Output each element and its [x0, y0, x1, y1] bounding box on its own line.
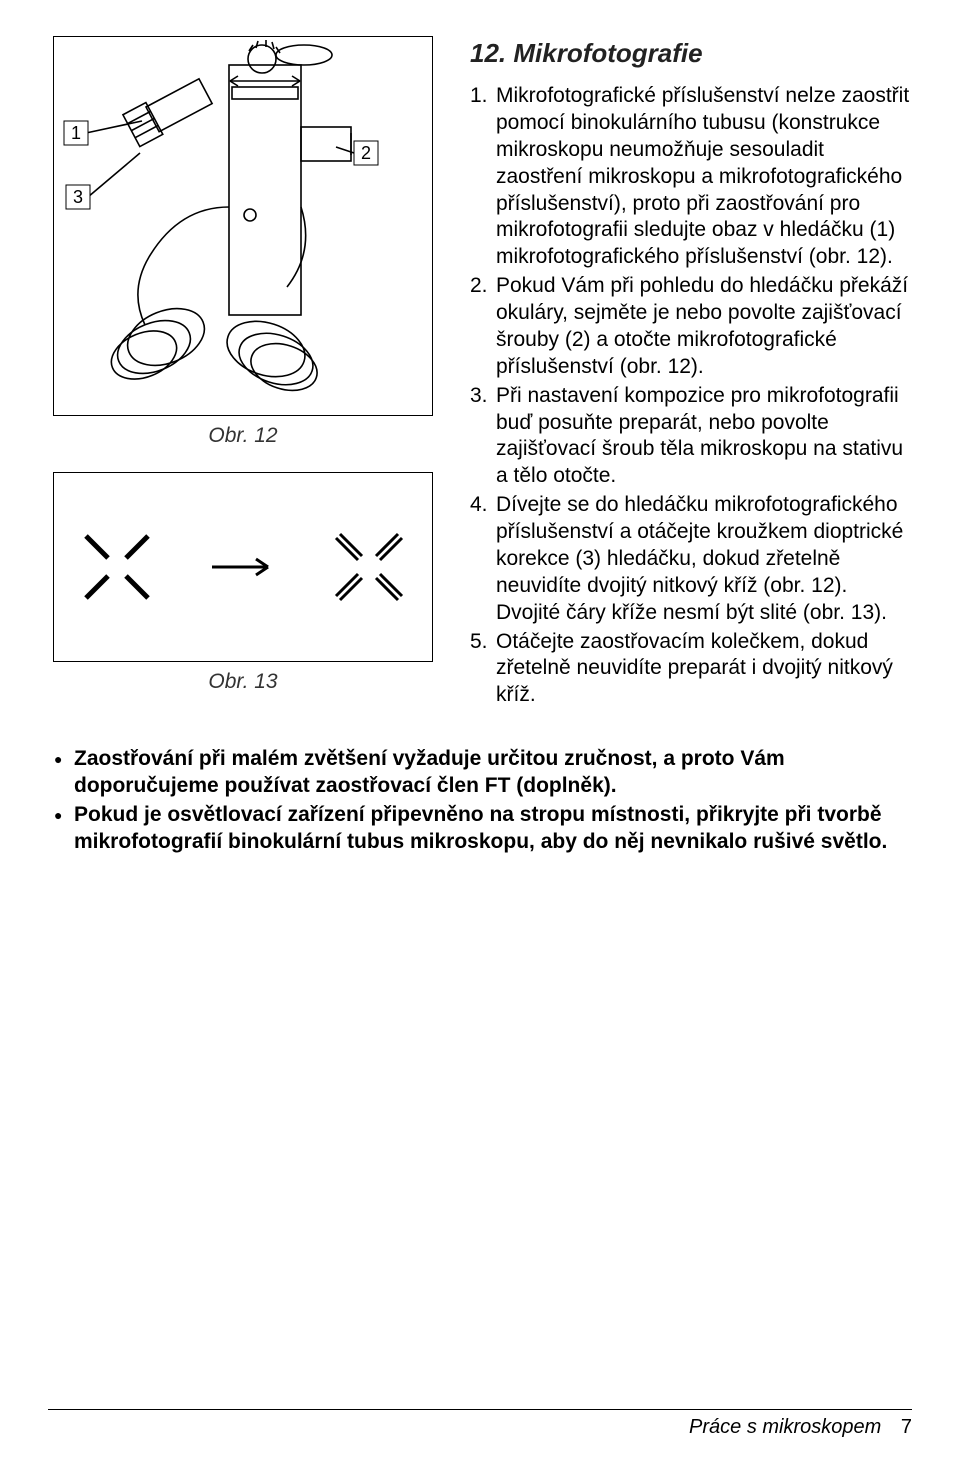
note-text: Zaostřování při malém zvětšení vyžaduje …: [74, 746, 906, 800]
list-item: 5. Otáčejte zaostřovacím kolečkem, dokud…: [470, 629, 912, 710]
callout-1-label: 1: [71, 123, 81, 143]
notes-block: ● Zaostřování při malém zvětšení vyžaduj…: [48, 746, 912, 856]
list-text: Pokud Vám při pohledu do hledáčku překáž…: [496, 273, 912, 381]
list-number: 2.: [470, 273, 496, 381]
figure-13-caption: Obr. 13: [208, 670, 277, 694]
bullet-icon: ●: [54, 802, 74, 856]
list-text: Při nastavení kompozice pro mikrofotogra…: [496, 383, 912, 491]
list-number: 4.: [470, 492, 496, 626]
footer-page-number: 7: [901, 1416, 912, 1438]
note-item: ● Zaostřování při malém zvětšení vyžaduj…: [54, 746, 906, 800]
list-text: Mikrofotografické příslušenství nelze za…: [496, 83, 912, 271]
note-item: ● Pokud je osvětlovací zařízení připevně…: [54, 802, 906, 856]
bullet-icon: ●: [54, 746, 74, 800]
cross-double-icon: [324, 522, 414, 612]
list-item: 1. Mikrofotografické příslušenství nelze…: [470, 83, 912, 271]
callout-2-label: 2: [361, 143, 371, 163]
section-heading: 12. Mikrofotografie: [470, 38, 912, 69]
footer-rule: [48, 1409, 912, 1410]
list-item: 2. Pokud Vám při pohledu do hledáčku pře…: [470, 273, 912, 381]
list-item: 3. Při nastavení kompozice pro mikrofoto…: [470, 383, 912, 491]
figure-12-box: 1 2 3: [53, 36, 433, 416]
figure-12-svg: 1 2 3: [54, 37, 432, 415]
figures-column: 1 2 3 Obr. 12: [48, 36, 438, 718]
list-text: Dívejte se do hledáčku mikrofotografické…: [496, 492, 912, 626]
list-text: Otáčejte zaostřovacím kolečkem, dokud zř…: [496, 629, 912, 710]
footer-section: Práce s mikroskopem: [689, 1416, 881, 1438]
cross-sharp-icon: [72, 522, 162, 612]
list-number: 1.: [470, 83, 496, 271]
figure-12-caption: Obr. 12: [208, 424, 277, 448]
list-number: 5.: [470, 629, 496, 710]
text-column: 12. Mikrofotografie 1. Mikrofotografické…: [470, 36, 912, 718]
arrow-right-icon: [208, 552, 278, 582]
list-number: 3.: [470, 383, 496, 491]
note-text: Pokud je osvětlovací zařízení připevněno…: [74, 802, 906, 856]
page-footer: Práce s mikroskopem 7: [48, 1409, 912, 1439]
callout-3-label: 3: [73, 187, 83, 207]
list-item: 4. Dívejte se do hledáčku mikrofotografi…: [470, 492, 912, 626]
footer-text: Práce s mikroskopem 7: [48, 1416, 912, 1439]
figure-13-box: [53, 472, 433, 662]
main-columns: 1 2 3 Obr. 12: [48, 36, 912, 718]
instruction-list: 1. Mikrofotografické příslušenství nelze…: [470, 83, 912, 709]
